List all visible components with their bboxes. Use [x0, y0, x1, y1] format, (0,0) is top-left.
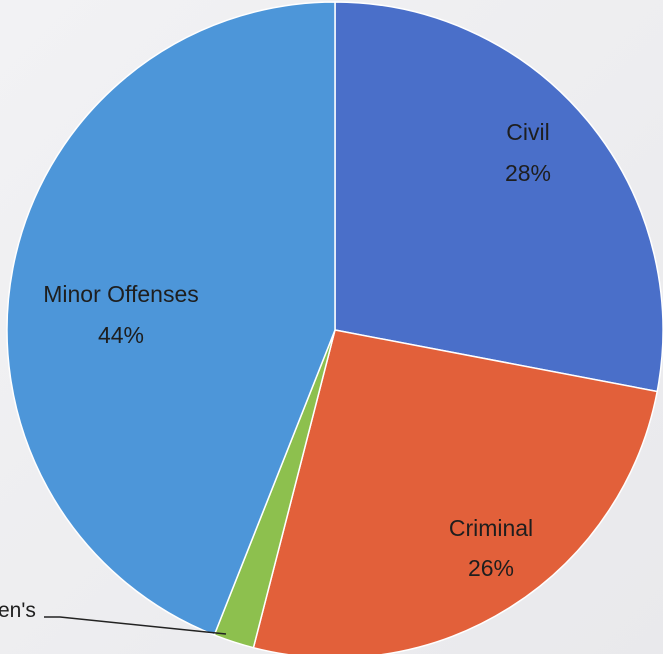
slice-percent-minor-offenses: 44%	[98, 322, 144, 348]
pie-slice-civil	[334, 1, 663, 393]
slice-percent-civil: 28%	[505, 160, 551, 186]
slice-label-minor-offenses: Minor Offenses	[43, 281, 199, 307]
slice-label-criminal: Criminal	[449, 515, 533, 541]
slice-label-civil: Civil	[506, 119, 549, 145]
pie-slices	[6, 1, 663, 654]
leader-line-childrens	[44, 616, 227, 635]
slice-label-childrens-cut: en's	[0, 599, 36, 622]
slice-labels: Civil 28% Criminal 26% Minor Offenses 44% en's	[0, 119, 551, 622]
pie-slice-criminal	[252, 329, 659, 654]
pie-slice-minor-offenses	[6, 1, 336, 636]
leader-lines	[44, 616, 227, 635]
slice-percent-criminal: 26%	[468, 555, 514, 581]
